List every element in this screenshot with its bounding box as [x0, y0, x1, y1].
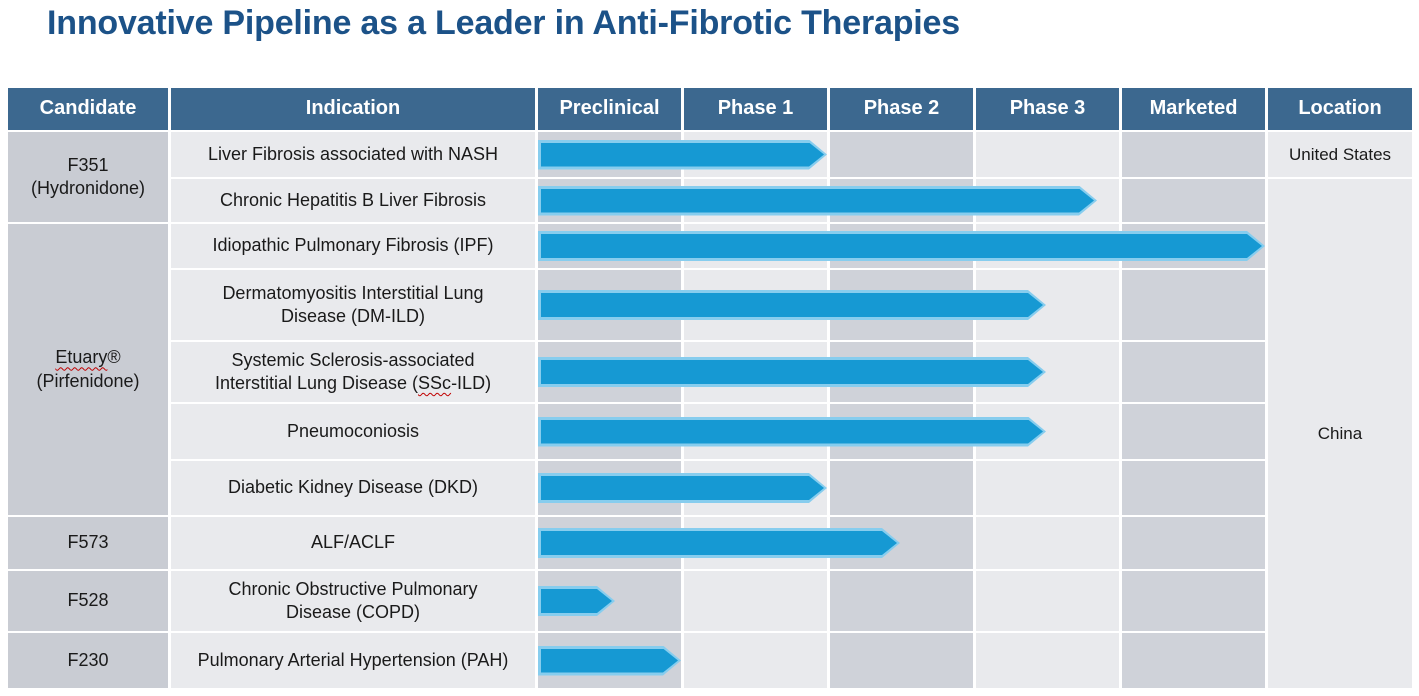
page-title: Innovative Pipeline as a Leader in Anti-…	[47, 4, 960, 42]
indication-cell: Chronic Hepatitis B Liver Fibrosis	[171, 179, 535, 222]
candidate-cell: F528	[8, 571, 168, 631]
arrow-edge	[538, 586, 615, 616]
indication-cell: Dermatomyositis Interstitial Lung Disease…	[171, 270, 535, 340]
pipeline-progress-arrow	[538, 586, 615, 616]
arrow-fill	[541, 234, 1262, 258]
arrow-fill	[541, 589, 612, 613]
spellcheck-underline: SSc	[418, 373, 452, 393]
phase-cell	[1122, 461, 1265, 515]
arrow-edge	[538, 357, 1046, 387]
arrow-fill	[541, 189, 1094, 213]
candidate-cell: F573	[8, 517, 168, 569]
phase-cell	[1122, 404, 1265, 459]
phase-cell	[684, 571, 827, 631]
phase-cell	[684, 633, 827, 688]
candidate-cell: F351 (Hydronidone)	[8, 132, 168, 222]
indication-cell: Liver Fibrosis associated with NASH	[171, 132, 535, 177]
pipeline-progress-arrow	[538, 646, 681, 676]
phase-cell	[1122, 342, 1265, 402]
indication-cell: Pulmonary Arterial Hypertension (PAH)	[171, 633, 535, 688]
phase-cell	[976, 517, 1119, 569]
arrow-fill	[541, 531, 897, 555]
phase-cell	[976, 132, 1119, 177]
arrow-edge	[538, 417, 1046, 447]
indication-cell: Diabetic Kidney Disease (DKD)	[171, 461, 535, 515]
phase-cell	[830, 633, 973, 688]
pipeline-progress-arrow	[538, 473, 827, 503]
column-header-location: Location	[1268, 88, 1412, 130]
spellcheck-underline: Etuary	[55, 347, 108, 368]
column-header-phase-3: Phase 3	[976, 88, 1119, 130]
phase-cell	[1122, 270, 1265, 340]
arrow-edge	[538, 528, 900, 558]
location-cell: United States	[1268, 132, 1412, 177]
pipeline-progress-arrow	[538, 357, 1046, 387]
phase-cell	[976, 461, 1119, 515]
column-header-indication: Indication	[171, 88, 535, 130]
pipeline-progress-arrow	[538, 231, 1265, 261]
indication-cell: Idiopathic Pulmonary Fibrosis (IPF)	[171, 224, 535, 268]
phase-cell	[1122, 179, 1265, 222]
phase-cell	[830, 571, 973, 631]
phase-cell	[1122, 633, 1265, 688]
phase-cell	[830, 461, 973, 515]
column-header-phase-1: Phase 1	[684, 88, 827, 130]
indication-cell: Chronic Obstructive Pulmonary Disease (CO…	[171, 571, 535, 631]
arrow-fill	[541, 476, 824, 500]
column-header-marketed: Marketed	[1122, 88, 1265, 130]
location-cell: China	[1268, 179, 1412, 688]
arrow-fill	[541, 649, 678, 673]
arrow-edge	[538, 646, 681, 676]
arrow-fill	[541, 360, 1043, 384]
pipeline-table: Candidate Indication Preclinical Phase 1 Pha…	[8, 88, 1412, 688]
phase-cell	[976, 633, 1119, 688]
pipeline-progress-arrow	[538, 417, 1046, 447]
arrow-fill	[541, 420, 1043, 444]
candidate-cell: Etuary® (Pirfenidone)	[8, 224, 168, 515]
pipeline-progress-arrow	[538, 140, 827, 170]
phase-cell	[1122, 517, 1265, 569]
indication-cell: Pneumoconiosis	[171, 404, 535, 459]
arrow-fill	[541, 143, 824, 167]
candidate-cell: F230	[8, 633, 168, 688]
column-header-candidate: Candidate	[8, 88, 168, 130]
column-header-preclinical: Preclinical	[538, 88, 681, 130]
column-header-phase-2: Phase 2	[830, 88, 973, 130]
arrow-edge	[538, 186, 1097, 216]
indication-cell: Systemic Sclerosis-associated Interstitia…	[171, 342, 535, 402]
arrow-edge	[538, 473, 827, 503]
arrow-edge	[538, 231, 1265, 261]
phase-cell	[830, 132, 973, 177]
phase-cell	[1122, 132, 1265, 177]
indication-cell: ALF/ACLF	[171, 517, 535, 569]
pipeline-progress-arrow	[538, 528, 900, 558]
pipeline-progress-arrow	[538, 186, 1097, 216]
arrow-edge	[538, 140, 827, 170]
arrow-fill	[541, 293, 1043, 317]
pipeline-progress-arrow	[538, 290, 1046, 320]
phase-cell	[1122, 571, 1265, 631]
phase-cell	[976, 571, 1119, 631]
arrow-edge	[538, 290, 1046, 320]
